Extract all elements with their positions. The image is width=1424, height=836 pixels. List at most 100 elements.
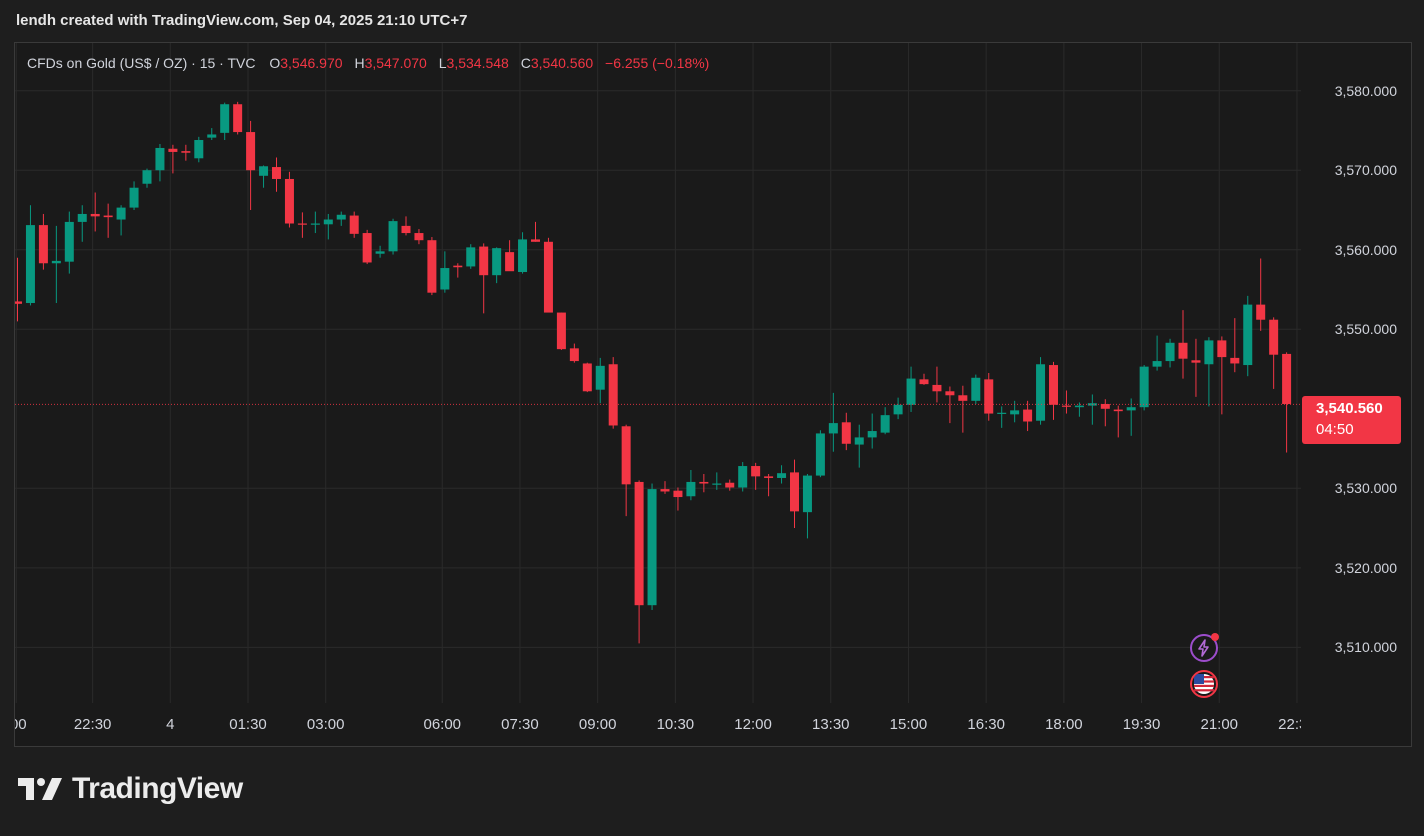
time-tick-label: 01:30: [229, 716, 267, 733]
candle-body: [854, 437, 864, 445]
candle-body: [15, 301, 22, 304]
time-tick-label: 15:00: [889, 716, 928, 733]
candle-body: [815, 433, 825, 476]
candle-body: [790, 472, 799, 512]
candle-body: [505, 252, 515, 272]
us-flag-icon[interactable]: [1190, 670, 1218, 698]
time-tick-label: 16:30: [967, 716, 1005, 733]
candle-body: [388, 221, 398, 252]
candle-body: [77, 213, 87, 222]
candle-body: [129, 187, 139, 208]
candle-body: [984, 379, 994, 414]
tradingview-mark-icon: [18, 778, 62, 800]
candle-body: [919, 379, 929, 385]
time-tick-label: 18:00: [1045, 716, 1083, 733]
candle-body: [1074, 405, 1084, 408]
candle-body: [1152, 361, 1162, 367]
candle-body: [764, 476, 774, 478]
candle-body: [1049, 365, 1058, 405]
change-value: −6.255 (−0.18%): [605, 55, 710, 71]
time-tick-label: 07:30: [501, 716, 539, 733]
time-axis[interactable]: :00 22:30 4 01:30 03:00 06:00 07:30 09:00 10:30 1…: [15, 704, 1301, 744]
price-axis[interactable]: 3,580.000 3,570.000 3,560.000 3,550.000 3,53…: [1301, 43, 1409, 703]
time-tick-label: 13:30: [811, 716, 850, 733]
symbol-legend: CFDs on Gold (US$ / OZ) · 15 · TVC O3,54…: [27, 55, 709, 71]
candle-body: [25, 225, 35, 304]
event-dot: [1211, 633, 1219, 641]
plot-area[interactable]: [15, 43, 1301, 703]
candle-body: [349, 215, 359, 234]
candle-body: [556, 312, 566, 350]
candle-body: [181, 151, 191, 153]
candle-body: [220, 104, 230, 133]
candle-body: [569, 348, 579, 362]
candle-body: [531, 239, 540, 242]
candle-body: [880, 415, 890, 433]
candle-body: [1100, 404, 1110, 409]
time-tick-label: 19:30: [1122, 716, 1161, 733]
last-price-value: 3,540.560: [1316, 400, 1383, 417]
candle-body: [751, 466, 761, 477]
candle-body: [1256, 304, 1266, 320]
candle-body: [103, 215, 113, 218]
candle-body: [233, 104, 243, 133]
time-tick-label: 03:00: [306, 716, 345, 733]
candle-body: [1282, 353, 1292, 405]
price-tick-label: 3,550.000: [1334, 321, 1397, 338]
candle-body: [777, 473, 787, 478]
candle-body: [893, 404, 903, 415]
high-label: H: [354, 55, 365, 71]
candle-body: [1230, 357, 1240, 364]
candle-body: [64, 221, 74, 262]
candle-body: [828, 423, 838, 434]
low-value: 3,534.548: [446, 55, 509, 71]
symbol-name[interactable]: CFDs on Gold (US$ / OZ) · 15 · TVC: [27, 55, 256, 71]
candle-body: [259, 166, 269, 176]
candle-body: [323, 219, 333, 225]
candle-body: [712, 483, 722, 485]
candle-body: [492, 248, 502, 276]
chart-caption: lendh created with TradingView.com, Sep …: [16, 12, 468, 29]
time-tick-label: 06:00: [423, 716, 462, 733]
price-tick-label: 3,530.000: [1334, 480, 1397, 497]
candle-body: [958, 395, 968, 401]
time-tick-label: 10:30: [656, 716, 695, 733]
last-price-tag: 3,540.560 04:50: [1302, 396, 1401, 444]
time-tick-label: 09:00: [578, 716, 617, 733]
candle-body: [1191, 360, 1201, 363]
open-value: 3,546.970: [280, 55, 343, 71]
candle-body: [738, 466, 748, 488]
lightning-icon[interactable]: [1190, 633, 1219, 662]
candle-body: [582, 363, 592, 392]
candle-body: [595, 365, 605, 390]
time-tick-label: 22:30: [1278, 716, 1301, 733]
high-value: 3,547.070: [364, 55, 427, 71]
candle-body: [867, 431, 877, 438]
candle-body: [1139, 366, 1149, 408]
candle-body: [802, 475, 812, 513]
candle-body: [272, 167, 281, 179]
candlestick-chart: [15, 43, 1301, 703]
close-value: 3,540.560: [530, 55, 594, 71]
candle-body: [440, 268, 450, 290]
candle-body: [725, 482, 735, 488]
candle-body: [647, 489, 657, 606]
candle-body: [51, 260, 61, 264]
candle-body: [116, 207, 126, 220]
open-label: O: [269, 55, 281, 71]
candle-body: [997, 412, 1007, 414]
candle-body: [155, 147, 165, 171]
candle-body: [194, 140, 204, 159]
candle-body: [1113, 409, 1123, 412]
candle-body: [414, 233, 424, 241]
time-tick-label: 4: [166, 716, 175, 733]
candle-body: [673, 490, 683, 498]
candle-body: [945, 391, 955, 396]
brand-name: TradingView: [72, 772, 243, 805]
price-tick-label: 3,560.000: [1334, 241, 1397, 258]
candle-body: [1178, 342, 1188, 359]
candle-body: [932, 384, 942, 392]
candle-body: [1023, 409, 1033, 422]
candle-body: [1243, 304, 1253, 366]
price-tick-label: 3,580.000: [1334, 82, 1397, 99]
